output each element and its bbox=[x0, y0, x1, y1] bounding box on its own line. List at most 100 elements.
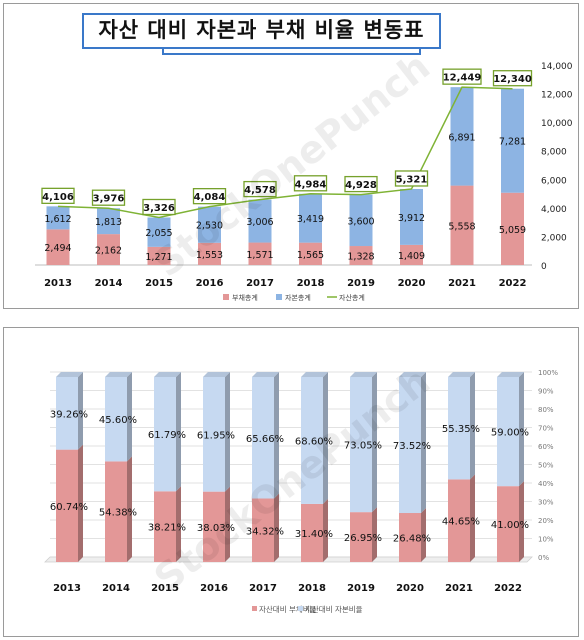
bar-side-liabilities bbox=[274, 493, 279, 562]
data-label-equity: 2,055 bbox=[145, 228, 172, 239]
bar-liabilities bbox=[399, 513, 421, 562]
bar-liabilities bbox=[349, 246, 373, 265]
y-tick-label: 10,000 bbox=[541, 119, 573, 129]
data-label-assets: 5,321 bbox=[396, 174, 428, 185]
data-label-box-assets bbox=[41, 187, 75, 204]
watermark: StockOnePunch bbox=[146, 359, 438, 601]
x-tick-label: 2014 bbox=[95, 278, 123, 289]
watermark: StockOnePunch bbox=[146, 44, 438, 286]
data-label-equity: 73.52% bbox=[393, 441, 431, 452]
x-tick-label: 2022 bbox=[494, 583, 522, 594]
bar-side-equity bbox=[372, 372, 377, 513]
bar-side-liabilities bbox=[372, 507, 377, 562]
x-tick-label: 2018 bbox=[298, 583, 326, 594]
data-label-equity: 1,612 bbox=[44, 214, 71, 225]
data-label-box-assets bbox=[192, 188, 227, 205]
bar-liabilities bbox=[448, 479, 470, 562]
bar-top-face bbox=[203, 372, 230, 377]
y-tick-label: 60% bbox=[538, 443, 554, 451]
bar-equity bbox=[399, 377, 421, 514]
data-label-box-assets bbox=[142, 198, 176, 216]
data-label-assets: 4,578 bbox=[244, 185, 276, 196]
data-label-equity: 6,891 bbox=[448, 132, 475, 143]
chart-panel-ratio bbox=[3, 327, 579, 637]
bar-side-liabilities bbox=[519, 481, 524, 562]
bar-top-face bbox=[301, 372, 328, 377]
data-label-liabilities: 1,409 bbox=[398, 251, 425, 262]
bar-equity bbox=[450, 87, 474, 186]
y-tick-label: 2,000 bbox=[541, 233, 567, 243]
bar-side-equity bbox=[323, 372, 328, 504]
bar-side-liabilities bbox=[176, 486, 181, 562]
data-label-assets: 4,084 bbox=[194, 192, 226, 203]
x-tick-label: 2017 bbox=[246, 278, 274, 289]
data-label-equity: 61.79% bbox=[148, 430, 186, 441]
data-label-liabilities: 2,494 bbox=[44, 243, 71, 254]
bar-side-equity bbox=[274, 372, 279, 499]
data-label-liabilities: 31.40% bbox=[295, 529, 333, 540]
legend-swatch-liabilities bbox=[223, 294, 229, 300]
line-assets bbox=[57, 86, 513, 219]
bar-side-equity bbox=[127, 372, 132, 462]
data-label-equity: 3,419 bbox=[297, 214, 324, 225]
data-label-equity: 39.26% bbox=[50, 409, 88, 420]
data-label-equity: 2,530 bbox=[196, 221, 223, 232]
chart-title-2: 자산 대비 자본과 부채 비율 변동표 bbox=[82, 13, 441, 49]
y-tick-label: 20% bbox=[538, 517, 554, 525]
bar-side-liabilities bbox=[323, 498, 328, 562]
y-tick-label: 40% bbox=[538, 480, 554, 488]
bar-equity bbox=[501, 88, 524, 193]
x-tick-label: 2021 bbox=[448, 278, 476, 289]
legend-label-liabilities: 자산대비 부채비율 bbox=[259, 604, 317, 614]
legend-swatch-equity bbox=[298, 606, 303, 611]
data-label-equity: 61.95% bbox=[197, 430, 235, 441]
bar-side-equity bbox=[176, 372, 181, 492]
data-label-equity: 65.66% bbox=[246, 434, 284, 445]
bar-equity bbox=[350, 377, 372, 513]
bar-side-equity bbox=[78, 372, 83, 450]
bar-side-liabilities bbox=[470, 474, 475, 562]
bar-equity bbox=[56, 377, 78, 450]
x-tick-label: 2015 bbox=[151, 583, 179, 594]
bar-liabilities bbox=[350, 512, 372, 562]
bar-equity bbox=[203, 377, 225, 492]
bar-liabilities bbox=[301, 503, 323, 562]
bar-side-equity bbox=[225, 372, 230, 492]
data-label-liabilities: 5,558 bbox=[448, 221, 475, 232]
data-label-box-assets bbox=[492, 70, 533, 87]
x-tick-label: 2019 bbox=[347, 583, 375, 594]
data-label-box-assets bbox=[394, 170, 429, 187]
data-label-equity: 3,600 bbox=[347, 216, 374, 227]
y-tick-label: 10% bbox=[538, 536, 554, 544]
data-label-liabilities: 2,162 bbox=[95, 246, 122, 257]
y-tick-label: 70% bbox=[538, 425, 554, 433]
bar-top-face bbox=[252, 372, 279, 377]
data-label-box-assets bbox=[243, 180, 277, 198]
data-label-equity: 3,912 bbox=[398, 213, 425, 224]
data-label-assets: 12,340 bbox=[493, 74, 532, 85]
data-label-liabilities: 1,328 bbox=[347, 252, 374, 263]
bar-equity bbox=[400, 188, 423, 245]
data-label-equity: 73.05% bbox=[344, 441, 382, 452]
data-label-assets: 12,449 bbox=[443, 73, 482, 84]
x-tick-label: 2019 bbox=[347, 278, 375, 289]
bar-equity bbox=[301, 377, 323, 504]
data-label-liabilities: 41.00% bbox=[491, 520, 529, 531]
y-tick-label: 0% bbox=[538, 554, 549, 562]
y-tick-label: 12,000 bbox=[541, 91, 573, 101]
bar-equity bbox=[147, 217, 171, 247]
data-label-box-assets bbox=[344, 175, 378, 193]
data-label-equity: 3,006 bbox=[246, 217, 273, 228]
bar-equity bbox=[299, 193, 322, 243]
data-label-equity: 59.00% bbox=[491, 428, 529, 439]
bar-equity bbox=[198, 206, 221, 243]
data-label-liabilities: 34.32% bbox=[246, 526, 284, 537]
bar-equity bbox=[97, 208, 120, 235]
legend-label-liabilities: 부채총계 bbox=[232, 293, 258, 302]
legend-label-assets: 자산총계 bbox=[339, 293, 365, 302]
data-label-equity: 1,813 bbox=[95, 217, 122, 228]
data-label-liabilities: 1,571 bbox=[246, 250, 273, 261]
bar-side-liabilities bbox=[127, 456, 132, 562]
data-label-equity: 55.35% bbox=[442, 424, 480, 435]
bar-liabilities bbox=[46, 229, 70, 265]
